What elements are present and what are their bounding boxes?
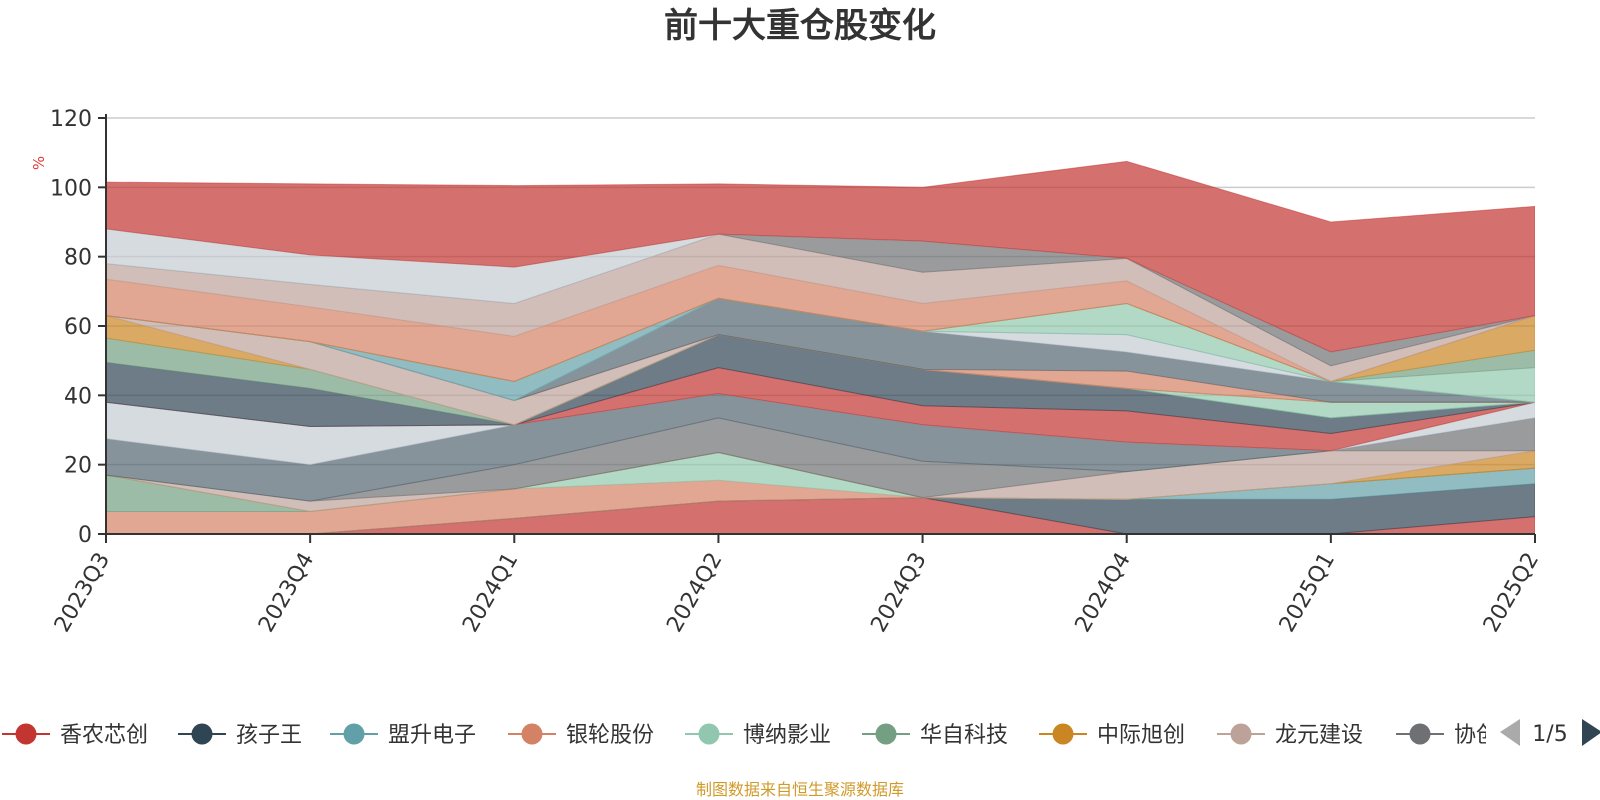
stacked-areas	[106, 160, 1535, 534]
legend-marker-9	[1409, 723, 1431, 745]
legend-marker-2	[191, 723, 213, 745]
legend-item-7[interactable]: 中际旭创	[1039, 723, 1185, 748]
legend-label-6: 华自科技	[920, 723, 1008, 748]
y-tick-label-0: 0	[78, 523, 92, 548]
x-tick-label-2025Q2: 2025Q2	[1479, 549, 1544, 637]
data-source-note: 制图数据来自恒生聚源数据库	[696, 780, 904, 799]
legend-label-7: 中际旭创	[1097, 723, 1185, 748]
legend-prev-icon[interactable]	[1500, 719, 1520, 746]
legend-item-6[interactable]: 华自科技	[862, 723, 1008, 748]
x-axis-ticks: 2023Q3 2023Q4 2024Q1 2024Q2 2024Q3 2024Q4 2025…	[50, 534, 1544, 637]
legend-marker-7	[1052, 723, 1074, 745]
legend-item-2[interactable]: 孩子王	[178, 723, 302, 748]
legend-label-1: 香农芯创	[60, 723, 148, 748]
legend-marker-5	[698, 723, 720, 745]
legend-item-3[interactable]: 盟升电子	[330, 723, 476, 748]
legend-label-8: 龙元建设	[1275, 723, 1363, 748]
legend-marker-4	[521, 723, 543, 745]
y-tick-label-120: 120	[50, 107, 92, 132]
chart-title: 前十大重仓股变化	[664, 6, 936, 46]
x-tick-label-2023Q3: 2023Q3	[50, 549, 115, 637]
x-tick-label-2024Q3: 2024Q3	[866, 549, 931, 637]
legend-marker-6	[875, 723, 897, 745]
legend: 香农芯创 孩子王 盟升电子 银轮股份 博纳影业 华自科技 中际旭创 龙元建设 协创数据	[2, 723, 1542, 748]
y-tick-label-100: 100	[50, 176, 92, 201]
legend-item-5[interactable]: 博纳影业	[685, 723, 831, 748]
y-axis-ticks: 0 20 40 60 80 100 120	[50, 107, 106, 548]
series-area-29	[106, 160, 1535, 353]
legend-label-9: 协创数据	[1454, 723, 1542, 748]
legend-marker-3	[343, 723, 365, 745]
x-tick-label-2025Q1: 2025Q1	[1275, 549, 1340, 637]
x-tick-label-2024Q1: 2024Q1	[458, 549, 523, 637]
legend-label-2: 孩子王	[236, 723, 302, 748]
legend-label-4: 银轮股份	[566, 723, 654, 748]
x-tick-label-2023Q4: 2023Q4	[254, 549, 319, 637]
legend-item-8[interactable]: 龙元建设	[1217, 723, 1363, 748]
y-tick-label-40: 40	[64, 384, 92, 409]
x-tick-label-2024Q4: 2024Q4	[1071, 549, 1136, 637]
y-tick-label-80: 80	[64, 246, 92, 271]
legend-label-3: 盟升电子	[388, 723, 476, 748]
legend-item-1[interactable]: 香农芯创	[2, 723, 148, 748]
legend-page-indicator: 1/5	[1532, 722, 1567, 747]
legend-pager: 1/5	[1500, 719, 1600, 747]
legend-item-4[interactable]: 银轮股份	[508, 723, 654, 748]
legend-marker-8	[1230, 723, 1252, 745]
x-tick-label-2024Q2: 2024Q2	[662, 549, 727, 637]
legend-label-5: 博纳影业	[743, 723, 831, 748]
legend-item-9[interactable]: 协创数据	[1396, 723, 1542, 748]
legend-marker-1	[15, 723, 37, 745]
y-axis-unit: %	[30, 156, 48, 170]
legend-next-icon[interactable]	[1582, 719, 1600, 746]
y-tick-label-60: 60	[64, 315, 92, 340]
y-tick-label-20: 20	[64, 454, 92, 479]
